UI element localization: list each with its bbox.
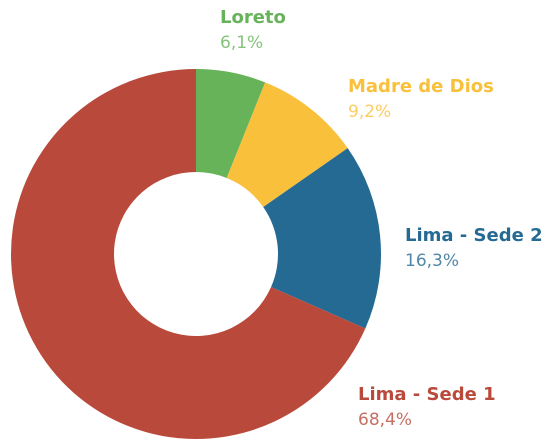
donut-slice (11, 69, 366, 439)
slice-value: 68,4% (358, 410, 412, 430)
slice-label: Lima - Sede 2 (405, 225, 543, 246)
slice-label: Lima - Sede 1 (358, 384, 496, 405)
donut-slice (226, 82, 348, 208)
slice-label: Loreto (220, 7, 286, 28)
slice-value: 16,3% (405, 251, 459, 271)
slice-value: 9,2% (348, 102, 391, 122)
donut-slice (196, 69, 266, 178)
slice-label: Madre de Dios (348, 76, 494, 97)
slice-value: 6,1% (220, 33, 263, 53)
donut-slice (263, 148, 381, 329)
